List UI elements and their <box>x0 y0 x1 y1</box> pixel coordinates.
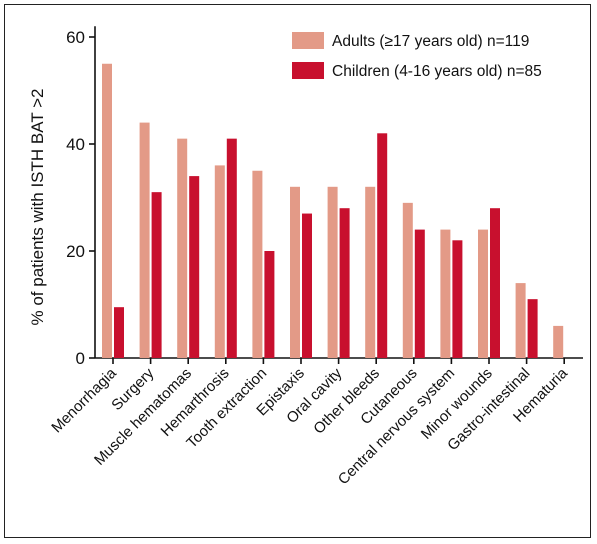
bar-children <box>414 229 425 358</box>
bar-children <box>151 192 162 358</box>
bar-adults <box>402 202 413 358</box>
bar-children <box>264 251 275 358</box>
legend-swatch <box>292 62 324 79</box>
bar-adults <box>478 229 488 358</box>
bar-children <box>452 240 463 358</box>
legend-label: Adults (≥17 years old) n=119 <box>332 33 529 50</box>
bar-adults <box>214 165 225 358</box>
bar-children <box>527 299 538 358</box>
bar-children <box>339 208 350 358</box>
legend: Adults (≥17 years old) n=119 Children (4-… <box>292 32 542 80</box>
y-axis-title: % of patients with ISTH BAT >2 <box>28 88 47 325</box>
legend-label: Children (4-16 years old) n=85 <box>332 63 542 80</box>
bar-adults <box>365 186 376 358</box>
bar-children <box>490 208 500 358</box>
bar-adults <box>553 325 564 358</box>
y-tick-label: 40 <box>66 135 85 154</box>
bar-adults <box>102 63 112 358</box>
bar-adults <box>139 122 150 358</box>
bar-children <box>377 133 388 358</box>
bar-adults <box>252 170 263 358</box>
y-tick-label: 20 <box>66 242 85 261</box>
bar-children <box>189 176 200 358</box>
bar-adults <box>327 186 338 358</box>
bar-adults <box>177 138 188 358</box>
y-axis: 0 20 40 60 <box>66 26 96 368</box>
bar-adults <box>515 283 526 358</box>
legend-swatch <box>292 32 324 49</box>
bar-children <box>114 307 124 358</box>
bar-children <box>302 213 312 358</box>
bar-adults <box>440 229 451 358</box>
bars <box>102 63 564 358</box>
bar-children <box>226 138 237 358</box>
y-tick-label: 0 <box>76 349 85 368</box>
y-tick-label: 60 <box>66 28 85 47</box>
bar-adults <box>290 186 300 358</box>
